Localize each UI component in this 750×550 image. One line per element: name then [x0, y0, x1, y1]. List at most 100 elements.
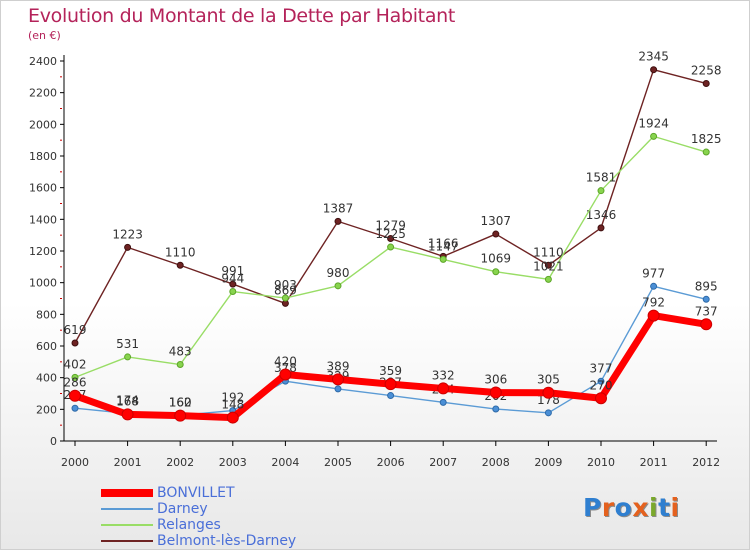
y-tick-label: 1400: [29, 213, 57, 226]
y-tick-label: 800: [36, 308, 57, 321]
data-label: 895: [695, 279, 718, 293]
legend-item: Relanges: [101, 517, 296, 533]
data-point: [702, 148, 710, 156]
y-tick-label: 1800: [29, 150, 57, 163]
x-tick-label: 2005: [324, 456, 352, 469]
data-point: [229, 280, 237, 288]
y-tick-label: 200: [36, 403, 57, 416]
legend-swatch: [101, 524, 153, 526]
data-point: [702, 79, 710, 87]
data-point: [387, 243, 395, 251]
data-label: 359: [379, 364, 402, 378]
data-label: 1110: [533, 245, 564, 259]
data-label: 1225: [375, 227, 406, 241]
x-tick-label: 2011: [640, 456, 668, 469]
data-point: [176, 361, 184, 369]
data-label: 619: [64, 323, 87, 337]
data-label: 1279: [375, 218, 406, 232]
x-tick-label: 2006: [377, 456, 405, 469]
x-tick-label: 2004: [271, 456, 299, 469]
data-label: 991: [221, 264, 244, 278]
data-point: [597, 377, 605, 385]
data-point: [226, 411, 239, 424]
x-tick-label: 2003: [219, 456, 247, 469]
data-label: 162: [169, 395, 192, 409]
data-label: 1166: [428, 236, 459, 250]
logo-letter: P: [583, 493, 602, 522]
data-label: 332: [432, 368, 455, 382]
data-point: [71, 404, 79, 412]
data-label: 160: [169, 396, 192, 410]
legend-label: Relanges: [157, 517, 221, 533]
data-label: 420: [274, 355, 297, 369]
data-point: [439, 398, 447, 406]
data-point: [492, 230, 500, 238]
data-label: 1924: [638, 116, 669, 130]
data-point: [437, 382, 450, 395]
data-point: [544, 275, 552, 283]
y-tick-label: 1200: [29, 245, 57, 258]
data-label: 1147: [428, 239, 459, 253]
x-tick-label: 2008: [482, 456, 510, 469]
series-relanges: 402 531 483 944 903 980 1225 1147 1069 1021 1581 19…: [64, 116, 722, 381]
data-label: 389: [327, 359, 350, 373]
data-label: 980: [327, 266, 350, 280]
data-label: 1825: [691, 132, 722, 146]
data-label: 531: [116, 337, 139, 351]
x-tick-label: 2009: [534, 456, 562, 469]
x-tick-label: 2010: [587, 456, 615, 469]
data-label: 1581: [586, 171, 617, 185]
data-label: 2345: [638, 50, 669, 64]
legend-label: BONVILLET: [157, 485, 235, 501]
series-belmont-l-s-darney: 619 1223 1110 991 869 1387 1279 1166 1307 1110 134…: [64, 50, 721, 347]
legend-item: Darney: [101, 501, 296, 517]
series-line: [74, 69, 707, 344]
data-label: 286: [64, 376, 87, 390]
data-point: [650, 282, 658, 290]
data-point: [124, 243, 132, 251]
data-label: 402: [64, 357, 87, 371]
data-point: [542, 386, 555, 399]
data-label: 869: [274, 283, 297, 297]
data-point: [334, 217, 342, 225]
y-tick-label: 1600: [29, 182, 57, 195]
data-label: 1069: [481, 252, 512, 266]
y-tick-label: 600: [36, 340, 57, 353]
data-label: 792: [642, 296, 665, 310]
data-point: [334, 385, 342, 393]
data-point: [650, 66, 658, 74]
legend-swatch: [101, 508, 153, 510]
legend-swatch: [101, 489, 153, 497]
data-point: [650, 132, 658, 140]
data-point: [595, 392, 607, 405]
data-label: 305: [537, 373, 560, 387]
y-tick-label: 1000: [29, 277, 57, 290]
data-point: [439, 255, 447, 263]
data-point: [489, 386, 502, 399]
legend-swatch: [101, 540, 153, 542]
data-point: [176, 261, 184, 269]
data-point: [387, 392, 395, 400]
data-point: [71, 339, 79, 347]
chart-subtitle: (en €): [28, 29, 61, 42]
data-point: [124, 353, 132, 361]
y-tick-label: 0: [50, 435, 57, 448]
data-label: 737: [695, 304, 718, 318]
data-label: 483: [169, 345, 192, 359]
data-point: [492, 405, 500, 413]
data-label: 1110: [165, 245, 196, 259]
logo-letter: r: [601, 493, 615, 522]
legend-item: Belmont-lès-Darney: [101, 533, 296, 549]
data-label: 174: [116, 393, 139, 407]
x-tick-label: 2001: [114, 456, 142, 469]
data-point: [492, 268, 500, 276]
data-point: [334, 282, 342, 290]
logo-letter: o: [614, 493, 633, 522]
data-point: [702, 295, 710, 303]
x-tick-label: 2000: [61, 456, 89, 469]
data-point: [332, 373, 344, 386]
data-label: 903: [274, 278, 297, 292]
data-label: 944: [221, 272, 244, 286]
